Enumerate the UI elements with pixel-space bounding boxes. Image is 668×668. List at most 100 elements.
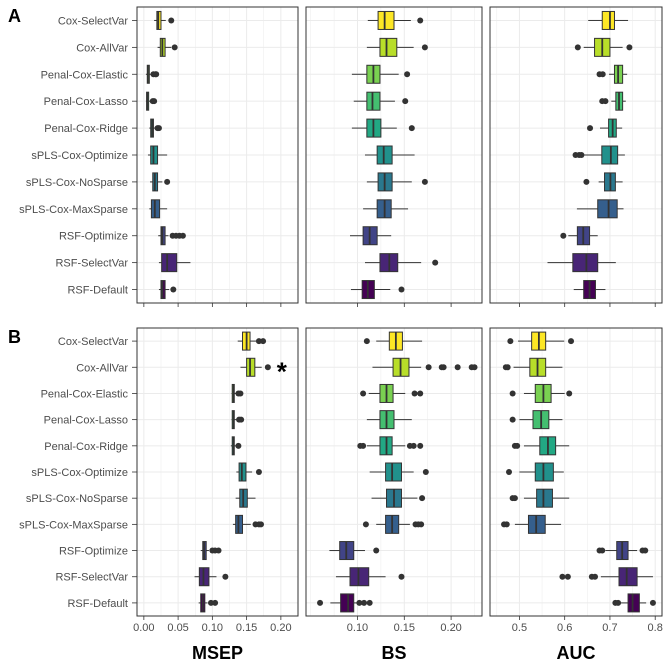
box-b-auc-rsf-selectvar-outlier — [559, 573, 566, 580]
box-b-bs-penal-cox-elastic-outlier — [360, 390, 367, 397]
x-tick-label: 0.6 — [557, 622, 572, 634]
y-tick-label: RSF-SelectVar — [55, 258, 128, 270]
box-b-bs-rsf-default-outlier — [356, 599, 363, 606]
panel-b-msep: 0.00 0.05 0.10 0.15 0.20 MSEP * — [133, 327, 299, 663]
box-b-bs-rsf-optimize-outlier — [373, 547, 380, 554]
x-tick-label: 0.15 — [394, 622, 415, 634]
box-b-bs-cox-selectvar-outlier — [363, 338, 370, 345]
box-a-bs-cox-allvar — [379, 37, 398, 57]
box-b-auc-spls-cox-nosparse-outlier — [511, 495, 518, 502]
x-tick-label: 0.05 — [167, 622, 188, 634]
box-a-msep-rsf-optimize-outlier — [179, 232, 186, 239]
box-a-auc-penal-cox-ridge-outlier — [587, 125, 594, 132]
y-tick-label: sPLS-Cox-Optimize — [31, 467, 128, 479]
x-axis-title-bs: BS — [381, 643, 406, 663]
box-a-bs-penal-cox-ridge-outlier — [408, 125, 415, 132]
box-b-msep-penal-cox-ridge-outlier — [235, 442, 242, 449]
box-b-bs-rsf-default-outlier — [361, 599, 368, 606]
box-a-auc-cox-allvar-outlier — [626, 44, 633, 51]
y-tick-label: Cox-SelectVar — [58, 336, 128, 348]
box-a-auc-spls-cox-nosparse-outlier — [583, 178, 590, 185]
y-tick-label: sPLS-Cox-Optimize — [31, 150, 128, 162]
box-a-bs-rsf-default-outlier — [398, 286, 405, 293]
y-tick-label: sPLS-Cox-NoSparse — [26, 493, 128, 505]
box-a-auc-spls-cox-optimize — [601, 145, 619, 165]
box-a-auc-penal-cox-elastic-outlier — [599, 71, 606, 78]
box-b-auc-spls-cox-maxsparse-outlier — [503, 521, 510, 528]
box-b-msep-penal-cox-elastic-outlier — [237, 390, 244, 397]
box-b-bs-rsf-default — [340, 593, 355, 613]
box-b-msep-penal-cox-lasso-outlier — [238, 416, 245, 423]
box-a-bs-cox-selectvar — [377, 10, 395, 30]
panel-border — [305, 6, 483, 304]
box-a-auc-penal-cox-lasso-outlier — [602, 98, 609, 105]
box-b-msep-spls-cox-optimize-outlier — [255, 469, 262, 475]
box-b-bs-cox-allvar-outlier — [440, 364, 447, 371]
box-a-auc-spls-cox-maxsparse — [597, 199, 618, 219]
panel-label-a: A — [8, 6, 21, 26]
box-b-auc-rsf-default — [627, 593, 640, 613]
y-tick-label: Penal-Cox-Elastic — [41, 69, 129, 81]
box-b-auc-penal-cox-elastic-outlier — [566, 390, 573, 397]
y-tick-label: sPLS-Cox-NoSparse — [26, 177, 128, 189]
box-a-msep-cox-allvar-outlier — [171, 44, 178, 51]
y-tick-label: Cox-SelectVar — [58, 15, 128, 27]
y-tick-label: Cox-AllVar — [76, 42, 128, 54]
box-b-bs-penal-cox-elastic-outlier — [417, 390, 424, 397]
box-a-bs-spls-cox-nosparse-outlier — [421, 178, 428, 185]
box-b-bs-cox-allvar-outlier — [425, 364, 432, 371]
box-b-bs-cox-allvar-outlier — [471, 364, 478, 371]
box-a-bs-penal-cox-lasso-outlier — [402, 98, 409, 105]
box-b-auc-cox-selectvar-outlier — [507, 338, 514, 345]
x-tick-label: 0.7 — [602, 622, 617, 634]
y-tick-label: RSF-Default — [67, 285, 128, 297]
box-b-bs-penal-cox-ridge-outlier — [360, 442, 367, 449]
box-b-bs-penal-cox-ridge-outlier — [410, 442, 417, 449]
box-b-auc-cox-selectvar-outlier — [568, 338, 575, 345]
panel-b-auc: 0.5 0.6 0.7 0.8 AUC — [489, 327, 663, 663]
y-tick-label: Penal-Cox-Lasso — [44, 415, 128, 427]
box-a-bs-rsf-selectvar-outlier — [432, 259, 439, 266]
box-b-auc-penal-cox-ridge-outlier — [514, 442, 521, 449]
y-tick-label: Penal-Cox-Lasso — [44, 96, 128, 108]
panel-border — [136, 327, 299, 617]
box-b-msep-cox-selectvar-outlier — [255, 338, 262, 345]
panel-border — [305, 327, 483, 617]
box-b-bs-spls-cox-optimize — [385, 462, 402, 482]
x-tick-label: 0.10 — [202, 622, 223, 634]
box-b-msep-rsf-optimize-outlier — [215, 547, 222, 554]
y-tick-label: RSF-SelectVar — [55, 572, 128, 584]
box-b-msep-cox-selectvar-outlier — [260, 338, 267, 345]
x-tick-label: 0.15 — [236, 622, 257, 634]
box-b-bs-penal-cox-elastic-outlier — [411, 390, 418, 397]
box-a-msep-rsf-default-outlier — [170, 286, 177, 293]
box-b-auc-rsf-selectvar-outlier — [592, 573, 599, 580]
box-b-auc-spls-cox-nosparse — [536, 488, 553, 508]
box-b-msep-rsf-default-outlier — [207, 599, 214, 606]
box-b-auc-cox-allvar-outlier — [504, 364, 511, 371]
box-a-bs-cox-allvar-outlier — [421, 44, 428, 51]
box-b-auc-rsf-optimize-outlier — [642, 547, 649, 554]
box-a-msep-penal-cox-lasso-outlier — [151, 98, 158, 105]
box-b-auc-spls-cox-optimize-outlier — [506, 469, 513, 475]
box-b-msep-spls-cox-maxsparse-outlier — [258, 521, 265, 528]
panel-label-b: B — [8, 327, 21, 347]
box-a-auc-spls-cox-optimize-outlier — [578, 152, 585, 158]
box-b-auc-rsf-optimize-outlier — [599, 547, 606, 554]
x-tick-label: 0.20 — [440, 622, 461, 634]
box-b-auc-rsf-selectvar-outlier — [564, 573, 571, 580]
panel-a-auc — [489, 6, 663, 307]
box-b-bs-spls-cox-maxsparse-outlier — [418, 521, 425, 528]
box-a-auc-cox-allvar-outlier — [574, 44, 581, 51]
box-b-msep-cox-allvar-outlier — [264, 364, 271, 371]
box-a-bs-penal-cox-lasso — [366, 91, 381, 111]
box-a-auc-rsf-selectvar — [572, 253, 599, 273]
box-b-bs-spls-cox-optimize-outlier — [422, 469, 429, 475]
x-axis-title-auc: AUC — [557, 643, 596, 663]
box-a-msep-cox-selectvar-outlier — [168, 17, 175, 24]
x-tick-label: 0.20 — [270, 622, 291, 634]
panel-b-bs: 0.10 0.15 0.20 BS — [305, 327, 483, 663]
box-b-bs-penal-cox-ridge-outlier — [417, 442, 424, 449]
box-b-bs-cox-allvar-outlier — [454, 364, 461, 371]
